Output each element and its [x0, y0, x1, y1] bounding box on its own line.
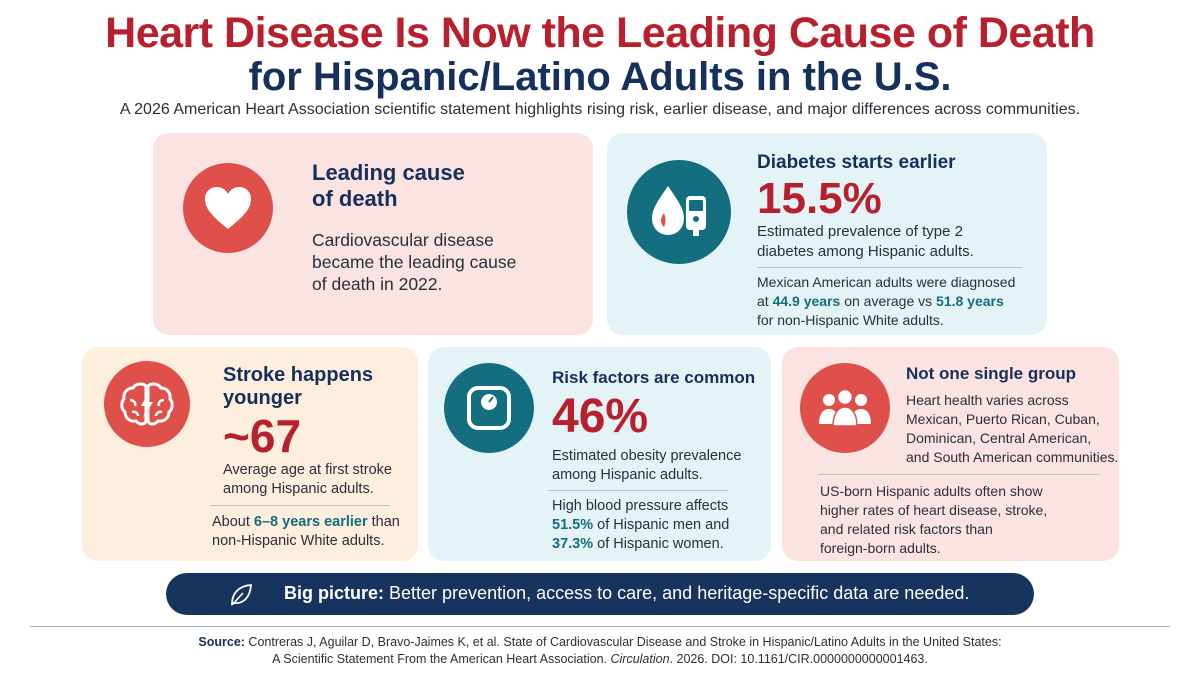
diabetes-desc-1: Estimated prevalence of type 2	[757, 223, 963, 240]
leading-heading-1: Leading cause	[312, 160, 465, 185]
stroke-heading-2: younger	[223, 387, 302, 409]
leading-body-1: Cardiovascular disease	[312, 230, 494, 250]
risk-stat: 46%	[552, 390, 649, 443]
scale-icon	[444, 363, 534, 453]
diabetes-heading: Diabetes starts earlier	[757, 152, 956, 173]
brain-lightning-icon	[104, 361, 190, 447]
risk-men-pct: 51.5%	[552, 517, 594, 533]
diabetes-note-2: at 44.9 years on average vs 51.8 years	[757, 293, 1004, 309]
source-line-1: Source: Contreras J, Aguilar D, Bravo-Ja…	[198, 635, 1002, 649]
blood-drop-glucose-meter-icon	[627, 160, 731, 264]
stroke-desc-1: Average age at first stroke	[223, 462, 392, 478]
risk-divider	[548, 490, 728, 491]
card-not-one-group: Not one single group Heart health varies…	[782, 347, 1119, 561]
group-divider	[818, 474, 1100, 475]
card-risk-factors: Risk factors are common 46% Estimated ob…	[428, 347, 771, 561]
leading-body-2: became the leading cause	[312, 252, 517, 272]
leaf-icon	[228, 582, 254, 608]
risk-note-1: High blood pressure affects	[552, 498, 729, 514]
group-note-2: higher rates of heart disease, stroke,	[820, 502, 1048, 518]
journal-name: Circulation	[610, 652, 670, 666]
card-stroke: Stroke happens younger ~67 Average age a…	[82, 347, 418, 561]
leading-body-3: of death in 2022.	[312, 274, 443, 294]
diabetes-age-mexican: 44.9 years	[772, 293, 841, 309]
leading-heading-2: of death	[312, 186, 398, 211]
stroke-note-1: About 6–8 years earlier than	[212, 514, 400, 530]
group-body-4: and South American communities.	[906, 449, 1119, 465]
banner-label: Big picture:	[284, 583, 385, 603]
diabetes-age-white: 51.8 years	[936, 293, 1004, 309]
risk-women-pct: 37.3%	[552, 536, 594, 552]
stroke-note-2: non-Hispanic White adults.	[212, 533, 385, 549]
group-body-1: Heart health varies across	[906, 392, 1069, 408]
footer-divider	[30, 626, 1170, 627]
risk-note-3: 37.3% of Hispanic women.	[552, 536, 724, 552]
stroke-stat: ~67	[223, 410, 302, 462]
risk-desc-1: Estimated obesity prevalence	[552, 448, 742, 464]
stroke-years-earlier: 6–8 years earlier	[253, 514, 368, 530]
heart-icon	[183, 163, 273, 253]
source-label: Source:	[198, 635, 245, 649]
source-line-2: A Scientific Statement From the American…	[272, 652, 928, 666]
diabetes-divider	[757, 267, 1022, 268]
stroke-divider	[210, 505, 390, 506]
diabetes-desc-2: diabetes among Hispanic adults.	[757, 243, 974, 260]
diabetes-stat: 15.5%	[757, 174, 882, 223]
people-group-icon	[800, 363, 890, 453]
group-note-1: US-born Hispanic adults often show	[820, 483, 1043, 499]
risk-heading: Risk factors are common	[552, 368, 756, 387]
group-note-4: foreign-born adults.	[820, 540, 941, 556]
stroke-heading-1: Stroke happens	[223, 364, 374, 386]
title-line-1: Heart Disease Is Now the Leading Cause o…	[105, 9, 1095, 57]
risk-note-2: 51.5% of Hispanic men and	[552, 517, 730, 533]
diabetes-note-3: for non-Hispanic White adults.	[757, 312, 944, 328]
card-diabetes: Diabetes starts earlier 15.5% Estimated …	[607, 133, 1047, 335]
group-body-3: Dominican, Central American,	[906, 430, 1092, 446]
diabetes-note-1: Mexican American adults were diagnosed	[757, 274, 1016, 290]
big-picture-banner: Big picture: Better prevention, access t…	[166, 573, 1034, 615]
title-line-2: for Hispanic/Latino Adults in the U.S.	[248, 55, 952, 99]
risk-desc-2: among Hispanic adults.	[552, 467, 703, 483]
banner-text: Big picture: Better prevention, access t…	[284, 583, 970, 603]
stroke-desc-2: among Hispanic adults.	[223, 481, 374, 497]
card-leading-cause: Leading cause of death Cardiovascular di…	[153, 133, 593, 335]
group-note-3: and related risk factors than	[820, 521, 993, 537]
source-citation: Source: Contreras J, Aguilar D, Bravo-Ja…	[0, 634, 1200, 668]
group-heading: Not one single group	[906, 364, 1076, 383]
group-body-2: Mexican, Puerto Rican, Cuban,	[906, 411, 1100, 427]
subtitle: A 2026 American Heart Association scient…	[119, 101, 1081, 118]
